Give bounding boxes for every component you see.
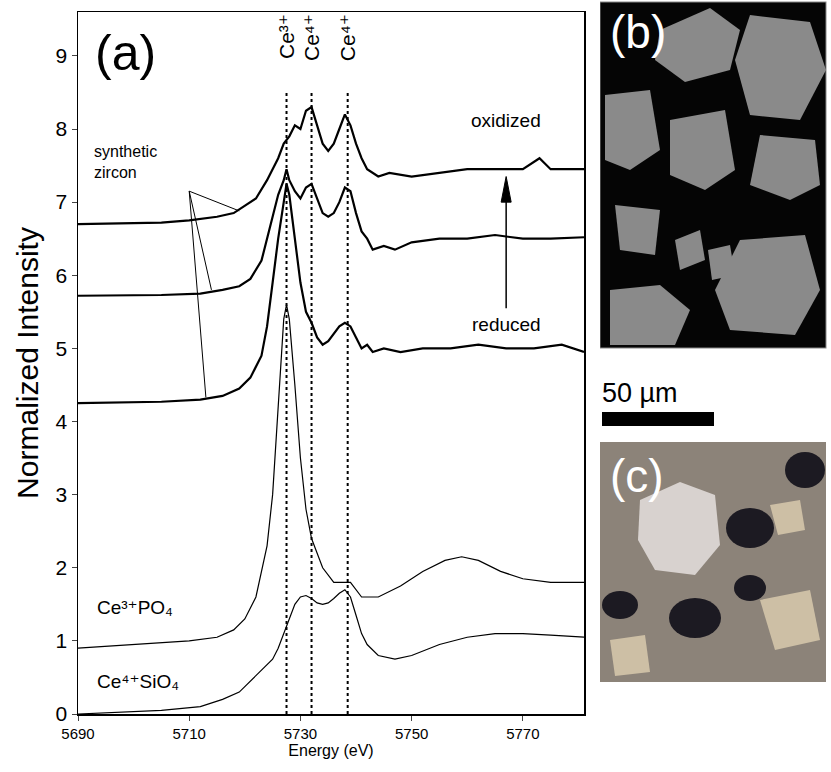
svg-text:Energy (eV): Energy (eV) [288,742,373,759]
svg-text:oxidized: oxidized [471,110,541,131]
svg-text:Ce⁴⁺: Ce⁴⁺ [300,14,323,61]
svg-text:Ce⁴⁺SiO₄: Ce⁴⁺SiO₄ [97,671,179,692]
svg-text:reduced: reduced [472,314,541,335]
svg-text:(c): (c) [610,450,664,502]
svg-text:3: 3 [56,483,68,506]
svg-text:Normalized Intensity: Normalized Intensity [11,227,44,499]
svg-text:(a): (a) [95,25,156,81]
svg-text:9: 9 [56,44,68,67]
svg-text:5710: 5710 [173,725,206,742]
svg-text:0: 0 [56,702,68,725]
svg-text:(b): (b) [610,6,666,58]
svg-text:syntheticzircon: syntheticzircon [94,143,157,181]
svg-text:5770: 5770 [506,725,539,742]
svg-text:2: 2 [56,556,68,579]
svg-text:Ce⁴⁺: Ce⁴⁺ [336,14,359,61]
svg-text:5750: 5750 [395,725,428,742]
svg-text:5690: 5690 [61,725,94,742]
svg-text:Ce³⁺PO₄: Ce³⁺PO₄ [97,597,173,618]
svg-text:6: 6 [56,264,68,287]
svg-text:8: 8 [56,117,68,140]
svg-text:Ce³⁺: Ce³⁺ [275,14,298,59]
svg-text:5: 5 [56,337,68,360]
svg-text:7: 7 [56,190,68,213]
svg-text:1: 1 [56,629,68,652]
svg-text:50 µm: 50 µm [602,378,678,408]
svg-text:4: 4 [56,410,68,433]
svg-text:5730: 5730 [284,725,317,742]
